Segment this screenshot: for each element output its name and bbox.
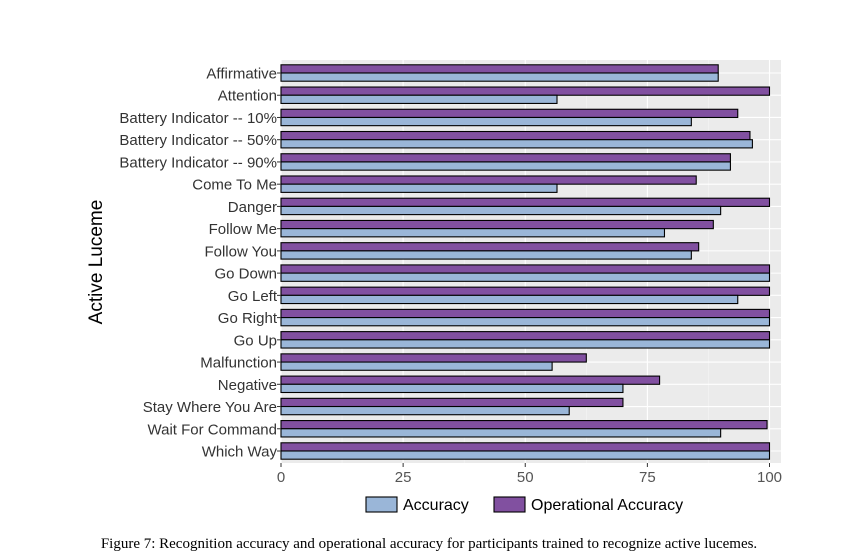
legend: Accuracy Operational Accuracy [365,496,683,514]
bar-operational-accuracy [280,86,771,96]
bar-operational-accuracy [280,420,768,430]
bar-accuracy [280,272,771,282]
bar-operational-accuracy [280,375,661,385]
bar-accuracy [280,94,558,104]
bar-operational-accuracy [280,353,587,363]
bar-operational-accuracy [280,130,751,141]
x-tick-label: 25 [395,469,412,486]
y-tick-label: Battery Indicator -- 10% [119,110,277,127]
legend-swatch [493,496,526,513]
x-tick-label: 100 [757,469,782,486]
y-tick-label: Stay Where You Are [143,399,277,416]
bar-accuracy [280,405,570,416]
bar-accuracy [280,294,739,305]
x-tick-label: 0 [277,469,285,486]
bar-accuracy [280,161,731,171]
y-tick-label: Come To Me [192,177,277,194]
y-tick-label: Malfunction [200,355,277,372]
bar-accuracy [280,183,558,193]
y-tick-label: Attention [218,88,277,105]
y-tick-label: Follow Me [209,221,277,238]
y-tick-label: Which Way [202,444,278,461]
bar-accuracy [280,228,666,238]
y-tick-label: Wait For Command [148,421,277,438]
x-tick-label: 50 [517,469,534,486]
bar-accuracy [280,339,771,349]
bar-operational-accuracy [280,197,771,207]
y-tick-label: Go Up [234,332,277,349]
y-tick-label: Danger [228,199,277,216]
bar-accuracy [280,383,624,394]
bar-operational-accuracy [280,153,731,163]
plot-background [281,60,781,463]
legend-swatch [365,496,398,513]
bar-accuracy [280,361,553,371]
x-tick-labels: 0 25 50 75 100 [277,463,782,486]
x-tick-label: 75 [639,469,656,486]
bar-operational-accuracy [280,242,700,252]
bars [280,64,771,460]
bar-operational-accuracy [280,442,771,452]
bar-operational-accuracy [280,108,739,119]
y-tick-labels: Affirmative Attention Battery Indicator --… [119,66,281,461]
legend-label: Accuracy [403,497,469,514]
bar-accuracy [280,205,722,216]
bar-operational-accuracy [280,286,771,296]
bar-operational-accuracy [280,219,714,230]
y-tick-label: Go Down [214,266,277,283]
y-axis-label: Active Luceme [86,200,107,325]
bar-accuracy [280,250,692,260]
y-tick-label: Go Right [218,310,278,327]
figure-caption: Figure 7: Recognition accuracy and opera… [100,536,758,552]
bar-accuracy [280,139,753,149]
bar-operational-accuracy [280,175,697,185]
bar-operational-accuracy [280,264,771,274]
y-tick-label: Go Left [228,288,278,305]
bar-accuracy [280,116,692,127]
y-tick-label: Follow You [204,243,277,260]
bar-accuracy [280,72,719,82]
bar-operational-accuracy [280,64,719,74]
bar-operational-accuracy [280,308,771,319]
y-tick-label: Negative [218,377,277,394]
y-tick-label: Battery Indicator -- 50% [119,132,277,149]
y-tick-label: Battery Indicator -- 90% [119,154,277,171]
bar-accuracy [280,317,771,327]
legend-label: Operational Accuracy [531,497,683,514]
bar-operational-accuracy [280,397,624,408]
bar-accuracy [280,428,722,438]
bar-accuracy [280,450,771,460]
bar-chart: Affirmative Attention Battery Indicator --… [86,60,782,514]
y-tick-label: Affirmative [206,66,277,83]
bar-operational-accuracy [280,331,771,341]
